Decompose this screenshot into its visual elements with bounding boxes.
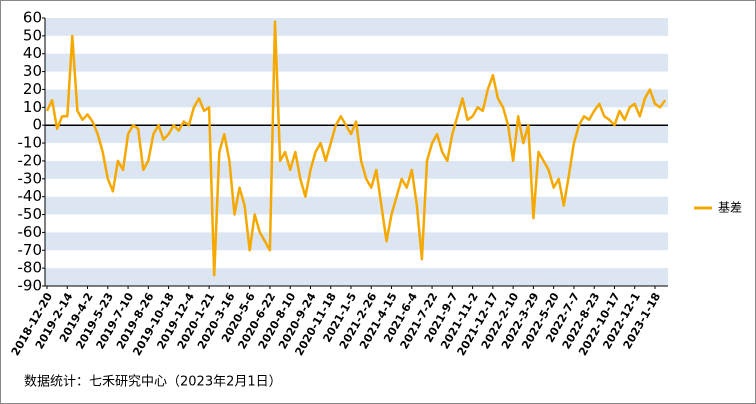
grid-band [45, 89, 668, 108]
y-tick-label: -30 [18, 169, 43, 187]
grid-band [45, 18, 668, 36]
y-tick-label: -60 [18, 223, 43, 241]
y-tick-label: 0 [32, 116, 42, 134]
y-tick-label: 50 [23, 26, 42, 44]
legend-label: 基差 [718, 201, 742, 215]
grid-band [45, 232, 668, 251]
y-tick-label: 40 [23, 44, 42, 62]
grid-band [45, 53, 668, 72]
y-tick-label: 10 [23, 98, 42, 116]
y-tick-label: 30 [23, 62, 42, 80]
grid-band [45, 268, 668, 286]
y-tick-label: -50 [18, 205, 43, 223]
y-tick-label: 20 [23, 80, 42, 98]
y-tick-label: -80 [18, 259, 43, 277]
grid-band [45, 160, 668, 179]
y-tick-label: -10 [18, 134, 43, 152]
y-tick-label: -40 [18, 187, 43, 205]
grid-band [45, 196, 668, 215]
y-tick-label: 60 [23, 9, 42, 27]
y-tick-label: -90 [18, 277, 43, 295]
y-tick-label: -20 [18, 151, 43, 169]
series-line [45, 20, 667, 277]
source-note: 数据统计：七禾研究中心（2023年2月1日） [24, 375, 282, 390]
y-tick-label: -70 [18, 241, 43, 259]
